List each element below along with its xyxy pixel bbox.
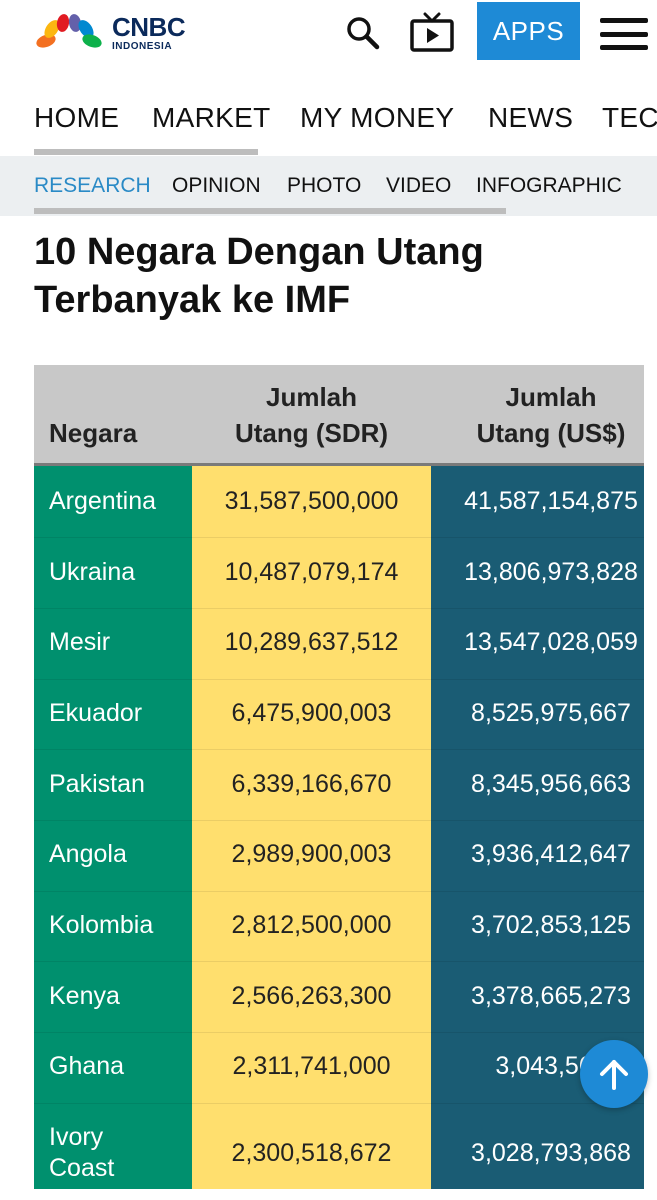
- header-usd-line1: Jumlah: [505, 382, 597, 412]
- cell-usd: 3,378,665,273: [471, 982, 631, 1010]
- hamburger-menu-icon: [600, 18, 648, 23]
- arrow-up-icon: [600, 1060, 628, 1090]
- sub-navigation: RESEARCH OPINION PHOTO VIDEO INFOGRAPHIC: [0, 156, 657, 216]
- cell-sdr: 6,475,900,003: [231, 699, 392, 727]
- subnav-photo[interactable]: PHOTO: [287, 174, 362, 197]
- nav-market[interactable]: MARKET: [152, 102, 271, 133]
- scroll-to-top-button[interactable]: [580, 1040, 648, 1108]
- subnav-opinion[interactable]: OPINION: [172, 174, 261, 197]
- subnav-research[interactable]: RESEARCH: [34, 174, 151, 197]
- row-divider: [34, 749, 644, 750]
- subnav-video[interactable]: VIDEO: [386, 174, 452, 197]
- header-usd: Jumlah Utang (US$): [431, 379, 657, 451]
- tv-play-icon: [410, 12, 454, 52]
- cell-country: Angola: [49, 840, 127, 868]
- cell-usd: 13,547,028,059: [464, 628, 638, 656]
- cell-sdr: 31,587,500,000: [224, 487, 399, 515]
- nav-news[interactable]: NEWS: [488, 102, 574, 133]
- header-country: Negara: [49, 418, 138, 448]
- cell-country-line2: Coast: [49, 1154, 115, 1182]
- header-usd-line2: Utang (US$): [476, 418, 626, 448]
- row-divider: [34, 961, 644, 962]
- usd-column-viewport[interactable]: 41,587,154,875 13,806,973,828 13,547,028…: [431, 466, 644, 1189]
- cell-usd: 8,525,975,667: [471, 699, 631, 727]
- row-divider: [34, 537, 644, 538]
- nav-home[interactable]: HOME: [34, 102, 120, 133]
- table-header: Negara Jumlah Utang (SDR) Jumlah Utang (…: [34, 365, 644, 466]
- header-sdr: Jumlah Utang (SDR): [192, 379, 431, 451]
- row-divider: [34, 679, 644, 680]
- row-divider: [34, 1032, 644, 1033]
- header-sdr-line1: Jumlah: [265, 382, 358, 412]
- subnav-infographic[interactable]: INFOGRAPHIC: [476, 174, 622, 197]
- cell-sdr: 6,339,166,670: [231, 770, 392, 798]
- debt-table: Negara Jumlah Utang (SDR) Jumlah Utang (…: [34, 365, 644, 1189]
- cell-country: Kolombia: [49, 911, 154, 939]
- hamburger-line: [600, 31, 648, 37]
- cell-country: Argentina: [49, 487, 157, 515]
- cell-sdr: 2,566,263,300: [231, 982, 392, 1010]
- cell-sdr: 2,311,741,000: [232, 1052, 391, 1080]
- cell-usd: 8,345,956,663: [471, 770, 631, 798]
- cell-usd: 13,806,973,828: [464, 558, 638, 586]
- cell-sdr: 10,487,079,174: [224, 558, 399, 586]
- cell-sdr: 10,289,637,512: [224, 628, 399, 656]
- cell-country: Ukraina: [49, 558, 136, 586]
- cell-usd: 41,587,154,875: [464, 487, 638, 515]
- nav-tech[interactable]: TECH: [602, 102, 657, 133]
- cell-country-line1: Ivory: [49, 1123, 104, 1151]
- cnbc-logo[interactable]: CNBC INDONESIA: [30, 10, 210, 56]
- country-column: [34, 466, 192, 1189]
- peacock-logo-icon: [36, 14, 102, 49]
- logo-sub-text: INDONESIA: [112, 41, 173, 52]
- hamburger-line: [600, 45, 648, 50]
- cell-sdr: 2,812,500,000: [231, 911, 392, 939]
- cell-sdr: 2,300,518,672: [231, 1139, 392, 1167]
- cell-usd: 3,936,412,647: [471, 840, 631, 868]
- main-navigation: HOME MARKET MY MONEY NEWS TECH: [0, 88, 657, 156]
- cell-usd: 3,702,853,125: [471, 911, 631, 939]
- cell-usd: 3,028,793,868: [471, 1139, 631, 1167]
- row-divider: [34, 1103, 644, 1104]
- nav-my-money[interactable]: MY MONEY: [300, 102, 455, 133]
- title-line-2: Terbanyak ke IMF: [34, 279, 351, 321]
- title-line-1: 10 Negara Dengan Utang: [34, 231, 484, 273]
- sdr-column: [192, 466, 431, 1189]
- top-header: CNBC INDONESIA APPS: [0, 0, 657, 72]
- main-nav-scroll-indicator: [34, 149, 258, 155]
- cell-country: Ekuador: [49, 699, 143, 727]
- logo-main-text: CNBC: [112, 12, 186, 42]
- search-icon: [347, 17, 380, 50]
- cell-sdr: 2,989,900,003: [231, 840, 392, 868]
- search-button[interactable]: [342, 12, 384, 54]
- row-divider: [34, 891, 644, 892]
- row-divider: [34, 608, 644, 609]
- cell-country: Kenya: [49, 982, 120, 1010]
- cell-country: Mesir: [49, 628, 111, 656]
- header-sdr-line2: Utang (SDR): [234, 418, 389, 448]
- cell-country: Ivory Coast: [49, 1122, 114, 1184]
- row-divider: [34, 820, 644, 821]
- cell-country: Ghana: [49, 1052, 125, 1080]
- sub-nav-scroll-indicator: [34, 208, 506, 214]
- page-title: 10 Negara Dengan Utang Terbanyak ke IMF: [34, 228, 634, 324]
- tv-button[interactable]: [408, 10, 456, 54]
- hamburger-menu-button[interactable]: [598, 14, 650, 54]
- cell-country: Pakistan: [49, 770, 145, 798]
- apps-button[interactable]: APPS: [477, 2, 580, 60]
